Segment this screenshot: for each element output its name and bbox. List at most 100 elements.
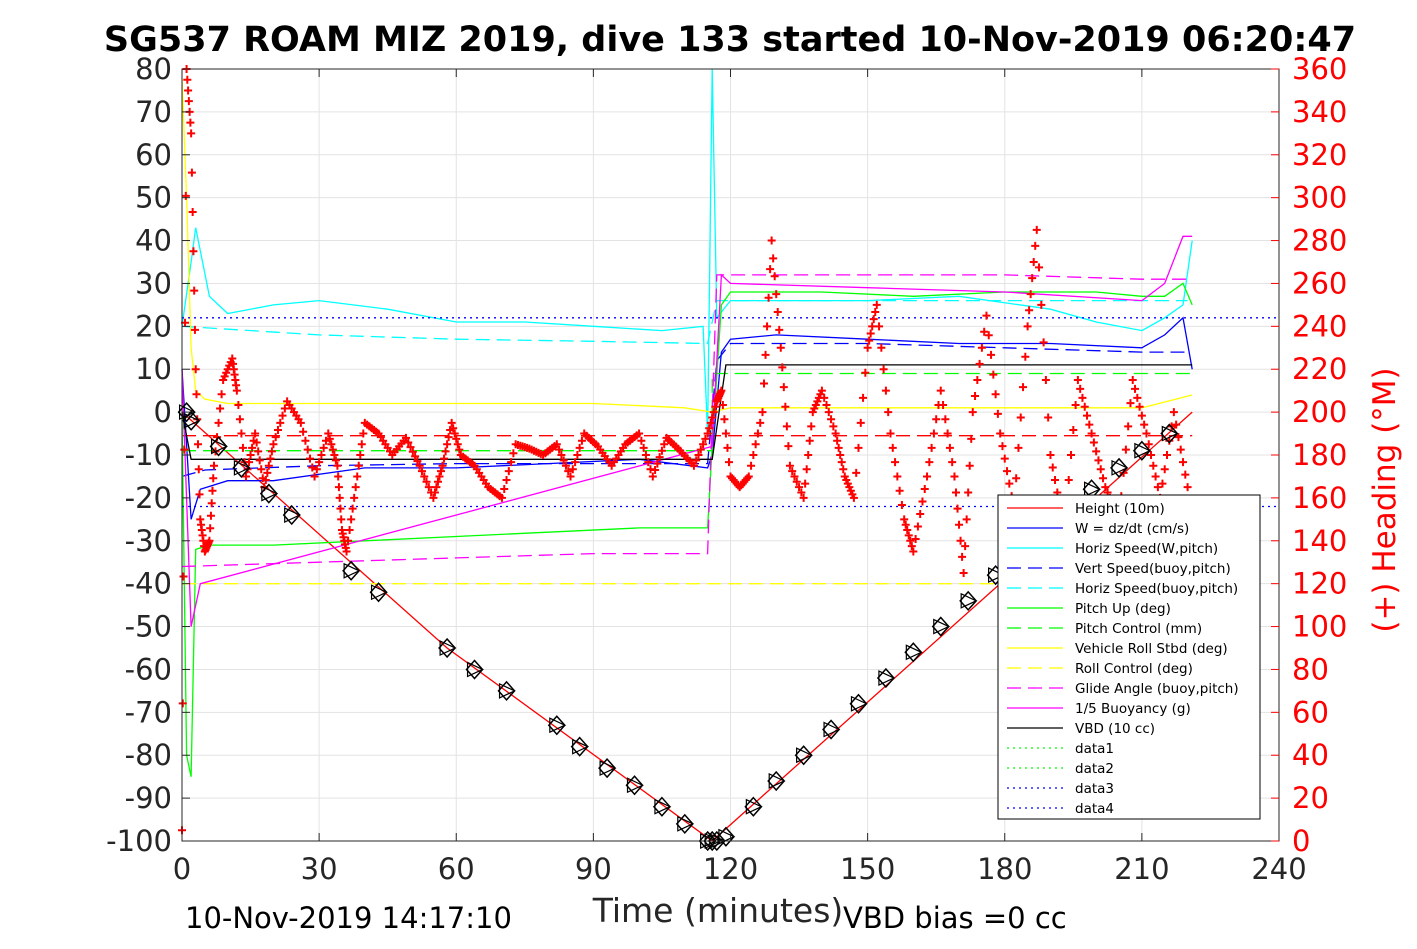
- legend-entry-label: data4: [1075, 801, 1114, 817]
- heading-marker: [975, 359, 984, 368]
- heading-marker: [424, 483, 433, 492]
- heading-marker: [251, 429, 260, 438]
- y-tick-label: -10: [125, 438, 172, 472]
- y-right-tick-label: 180: [1292, 438, 1347, 472]
- heading-marker: [959, 568, 968, 577]
- heading-marker: [861, 368, 870, 377]
- heading-marker: [893, 472, 902, 481]
- dive-marker-triangle: [1161, 425, 1179, 442]
- heading-marker: [651, 466, 660, 475]
- heading-marker: [1179, 458, 1188, 467]
- heading-marker: [958, 552, 967, 561]
- heading-marker: [237, 429, 246, 438]
- heading-marker: [1172, 420, 1181, 429]
- heading-marker: [441, 447, 450, 456]
- dive-marker-triangle: [1111, 459, 1129, 476]
- heading-marker: [566, 472, 575, 481]
- heading-marker: [956, 536, 965, 545]
- heading-marker: [1131, 384, 1140, 393]
- dive-marker-triangle: [654, 798, 672, 815]
- dive-marker-diamond: [652, 796, 671, 817]
- y-right-tick-label: 320: [1292, 138, 1347, 172]
- dive-marker-triangle: [823, 721, 841, 738]
- heading-marker: [455, 445, 464, 454]
- dive-marker-diamond: [707, 830, 726, 852]
- heading-marker: [1099, 474, 1108, 483]
- heading-marker: [351, 483, 360, 492]
- heading-marker: [267, 447, 276, 456]
- heading-marker: [859, 393, 868, 402]
- heading-marker: [1078, 393, 1087, 402]
- dive-marker-triangle: [878, 670, 896, 686]
- heading-marker: [822, 400, 831, 409]
- y-tick-label: -80: [125, 738, 172, 772]
- heading-marker: [1025, 306, 1034, 315]
- heading-marker: [347, 515, 356, 524]
- heading-marker: [1021, 352, 1030, 361]
- heading-marker: [996, 429, 1005, 438]
- heading-marker: [1147, 451, 1156, 459]
- heading-marker: [245, 458, 254, 467]
- heading-marker: [802, 465, 811, 474]
- x-tick-label: 120: [703, 852, 758, 886]
- series-line: [181, 299, 1188, 345]
- y-tick-label: 0: [154, 395, 172, 429]
- heading-marker: [1096, 465, 1105, 474]
- dive-marker-triangle: [343, 562, 361, 579]
- heading-marker: [315, 458, 324, 467]
- heading-marker: [1083, 411, 1092, 420]
- heading-marker: [404, 438, 413, 447]
- heading-marker: [411, 452, 420, 461]
- heading-marker: [1092, 447, 1101, 456]
- dive-marker-diamond: [1110, 457, 1129, 478]
- heading-marker: [776, 343, 785, 352]
- heading-marker: [1163, 451, 1172, 459]
- heading-marker: [507, 458, 516, 467]
- heading-marker: [312, 465, 321, 474]
- heading-marker: [834, 443, 843, 452]
- heading-marker: [335, 493, 344, 502]
- heading-marker: [555, 445, 564, 454]
- heading-marker: [720, 415, 729, 424]
- heading-marker: [904, 531, 913, 540]
- heading-marker: [269, 440, 278, 449]
- heading-marker: [573, 451, 582, 459]
- heading-marker: [417, 467, 426, 476]
- dive-marker-triangle: [549, 717, 567, 734]
- right-axis-label: (+) Heading (°M): [1367, 367, 1403, 632]
- heading-marker: [246, 451, 255, 459]
- dive-marker-triangle: [183, 412, 201, 429]
- heading-marker: [962, 515, 971, 524]
- heading-marker: [1094, 456, 1103, 465]
- heading-marker: [353, 472, 362, 481]
- heading-marker: [863, 343, 872, 352]
- dive-marker-triangle: [960, 592, 978, 609]
- heading-marker: [217, 390, 226, 399]
- heading-marker: [429, 493, 438, 502]
- heading-marker: [721, 429, 730, 438]
- heading-marker: [1035, 263, 1044, 272]
- heading-marker: [770, 272, 779, 281]
- heading-marker: [344, 536, 353, 545]
- heading-marker: [879, 365, 888, 374]
- heading-marker: [336, 504, 345, 513]
- series-line: [181, 77, 1193, 413]
- legend-entry-label: Horiz Speed(buoy,pitch): [1075, 581, 1238, 597]
- heading-marker: [936, 386, 945, 395]
- legend-entry-label: Pitch Control (mm): [1075, 621, 1202, 637]
- heading-marker: [193, 440, 202, 449]
- heading-marker: [967, 434, 976, 443]
- y-right-tick-label: 220: [1292, 352, 1347, 386]
- heading-marker: [450, 429, 459, 438]
- legend-entry-label: Pitch Up (deg): [1075, 601, 1171, 617]
- x-tick-label: 0: [173, 852, 191, 886]
- heading-marker: [261, 476, 270, 485]
- heading-marker: [187, 129, 196, 138]
- heading-marker: [660, 440, 669, 449]
- dive-marker-diamond: [209, 436, 228, 457]
- heading-marker: [356, 451, 365, 459]
- dive-marker-triangle: [933, 618, 951, 635]
- heading-marker: [1051, 476, 1060, 485]
- heading-marker: [1080, 402, 1089, 411]
- heading-marker: [1151, 472, 1160, 481]
